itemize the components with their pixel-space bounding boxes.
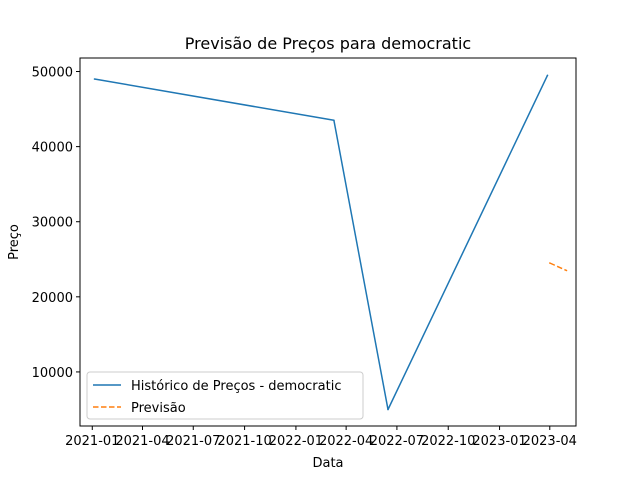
x-tick-label: 2022-04 xyxy=(319,434,373,449)
x-tick-label: 2022-10 xyxy=(421,434,475,449)
series-1-point-1 xyxy=(565,269,568,272)
plot-frame xyxy=(79,57,577,427)
y-tick-label: 20000 xyxy=(32,291,73,306)
x-tick-label: 2022-07 xyxy=(370,434,424,449)
x-tick-label: 2021-07 xyxy=(166,434,220,449)
y-tick-label: 40000 xyxy=(32,141,73,156)
x-axis: 2021-012021-042021-072021-102022-012022-… xyxy=(65,426,577,449)
legend-label-historico: Histórico de Preços - democratic xyxy=(131,379,341,394)
series-0-point-3 xyxy=(546,74,549,77)
legend: Histórico de Preços - democratic Previsã… xyxy=(86,371,364,420)
x-tick-label: 2021-10 xyxy=(217,434,271,449)
series-1-point-0 xyxy=(549,262,551,264)
y-axis-title: Preço xyxy=(7,224,22,260)
y-tick-label: 10000 xyxy=(32,366,73,381)
y-tick-label: 30000 xyxy=(32,216,73,231)
y-tick-label: 50000 xyxy=(32,66,73,81)
chart-title: Previsão de Preços para democratic xyxy=(185,34,471,53)
legend-label-previsao: Previsão xyxy=(131,401,186,416)
y-axis: 10000 20000 30000 40000 50000 xyxy=(32,66,80,381)
x-tick-label: 2023-04 xyxy=(523,434,577,449)
x-axis-title: Data xyxy=(312,456,343,471)
x-tick-label: 2021-04 xyxy=(115,434,169,449)
x-tick-label: 2022-01 xyxy=(269,434,323,449)
legend-box xyxy=(86,371,364,420)
series-0-point-1 xyxy=(333,119,335,122)
plot-area xyxy=(93,74,568,411)
series-line-1 xyxy=(549,262,567,272)
x-tick-label: 2021-01 xyxy=(65,434,119,449)
series-line-0 xyxy=(94,74,549,411)
x-tick-label: 2023-01 xyxy=(472,434,526,449)
series-0-point-0 xyxy=(93,78,96,80)
series-0-point-2 xyxy=(387,408,389,411)
